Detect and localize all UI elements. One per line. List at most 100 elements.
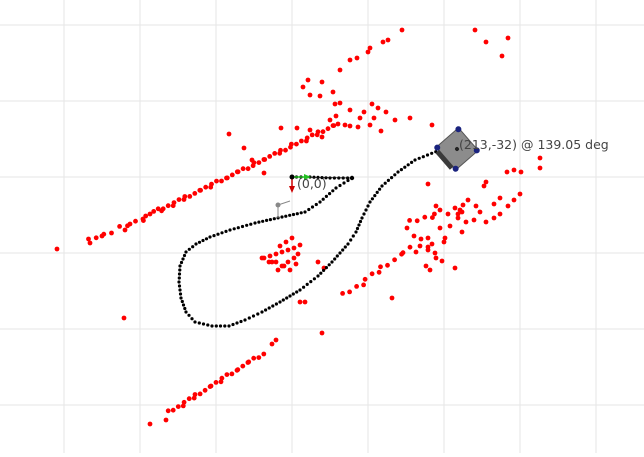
trajectory-point	[319, 271, 323, 275]
trajectory-point	[267, 306, 271, 310]
obstacle-point	[266, 259, 272, 265]
trajectory-point	[312, 277, 316, 281]
obstacle-point	[437, 225, 443, 231]
trajectory-point	[218, 324, 223, 328]
trajectory-point	[243, 318, 247, 322]
obstacle-point	[267, 253, 273, 259]
obstacle-point	[465, 197, 471, 203]
obstacle-point	[425, 181, 431, 187]
robot[interactable]: (213,-32) @ 139.05 deg	[432, 125, 609, 174]
trajectory-point	[349, 238, 353, 242]
obstacle-point	[281, 263, 287, 269]
obstacle-point	[309, 132, 315, 138]
obstacle-point	[165, 408, 171, 414]
trajectory-point	[425, 153, 430, 157]
trajectory-point	[260, 310, 264, 314]
robot-sensor	[455, 126, 462, 133]
trajectory-point	[378, 187, 382, 191]
obstacle-point	[497, 195, 503, 201]
obstacle-point	[289, 141, 294, 147]
obstacle-point	[307, 92, 313, 98]
obstacle-point	[273, 337, 279, 343]
trajectory-point	[201, 322, 206, 326]
obstacle-point	[287, 267, 293, 273]
obstacle-point	[192, 191, 198, 196]
trajectory-point	[341, 248, 345, 252]
trajectory-point	[247, 316, 251, 320]
obstacle-point	[455, 215, 461, 221]
obstacle-point	[245, 166, 251, 172]
obstacle-point	[163, 417, 169, 423]
obstacle-point	[361, 109, 367, 115]
obstacle-point	[181, 399, 187, 405]
trajectory-point	[338, 183, 342, 188]
obstacle-point	[93, 235, 99, 241]
obstacle-point	[361, 282, 366, 288]
obstacle-point	[256, 355, 262, 360]
obstacle-point	[109, 230, 114, 236]
obstacle-point	[273, 259, 279, 265]
trajectory-point	[343, 245, 347, 249]
obstacle-point	[140, 216, 146, 222]
obstacle-point	[355, 124, 361, 130]
trajectory-point	[410, 160, 414, 164]
obstacle-point	[299, 138, 304, 144]
trajectory-point	[253, 221, 257, 225]
obstacle-point	[404, 225, 410, 231]
obstacle-point	[262, 157, 268, 162]
trajectory-point	[187, 247, 191, 251]
trajectory-point	[179, 260, 184, 265]
trajectory-point	[184, 250, 188, 254]
trajectory-point	[309, 280, 313, 284]
obstacle-point	[505, 35, 511, 41]
trajectory-point	[231, 322, 235, 327]
obstacle-point	[121, 315, 127, 321]
obstacle-point	[240, 166, 246, 172]
obstacle-point	[418, 236, 424, 242]
obstacle-point	[218, 379, 224, 385]
obstacle-point	[491, 215, 497, 221]
obstacle-point	[315, 259, 321, 265]
trajectory-point	[417, 156, 421, 160]
obstacle-point	[518, 169, 524, 175]
trajectory-point	[178, 268, 182, 272]
obstacle-point	[203, 184, 209, 190]
obstacle-point	[432, 211, 437, 217]
obstacle-point	[432, 250, 438, 256]
obstacle-point	[165, 203, 171, 209]
obstacle-point	[430, 215, 435, 221]
obstacle-point	[319, 79, 325, 85]
obstacle-point	[511, 167, 517, 173]
obstacle-point	[459, 229, 465, 235]
obstacle-point	[186, 396, 192, 402]
obstacle-point	[249, 157, 255, 163]
obstacle-point	[86, 236, 91, 242]
obstacle-point	[297, 299, 303, 305]
trajectory-point	[177, 276, 181, 280]
obstacle-point	[147, 211, 153, 217]
obstacle-point	[283, 147, 288, 153]
obstacle-point	[413, 249, 419, 255]
obstacle-point	[342, 122, 348, 128]
obstacle-point	[279, 249, 285, 255]
obstacle-point	[180, 403, 186, 409]
obstacle-point	[213, 380, 219, 385]
trajectory-point	[291, 212, 296, 217]
trajectory-point	[180, 299, 184, 304]
obstacle-point	[294, 141, 299, 147]
obstacle-point	[491, 201, 497, 207]
obstacle-point	[433, 255, 439, 261]
obstacle-point	[87, 240, 93, 246]
trajectory-point	[214, 324, 218, 328]
trajectory-point	[368, 200, 372, 204]
trajectory-point	[181, 303, 186, 307]
obstacle-point	[291, 255, 297, 261]
obstacle-point	[307, 127, 313, 133]
obstacle-point	[278, 125, 284, 131]
obstacle-point	[229, 172, 235, 178]
obstacle-point	[224, 175, 230, 181]
trajectory-point	[305, 282, 309, 286]
